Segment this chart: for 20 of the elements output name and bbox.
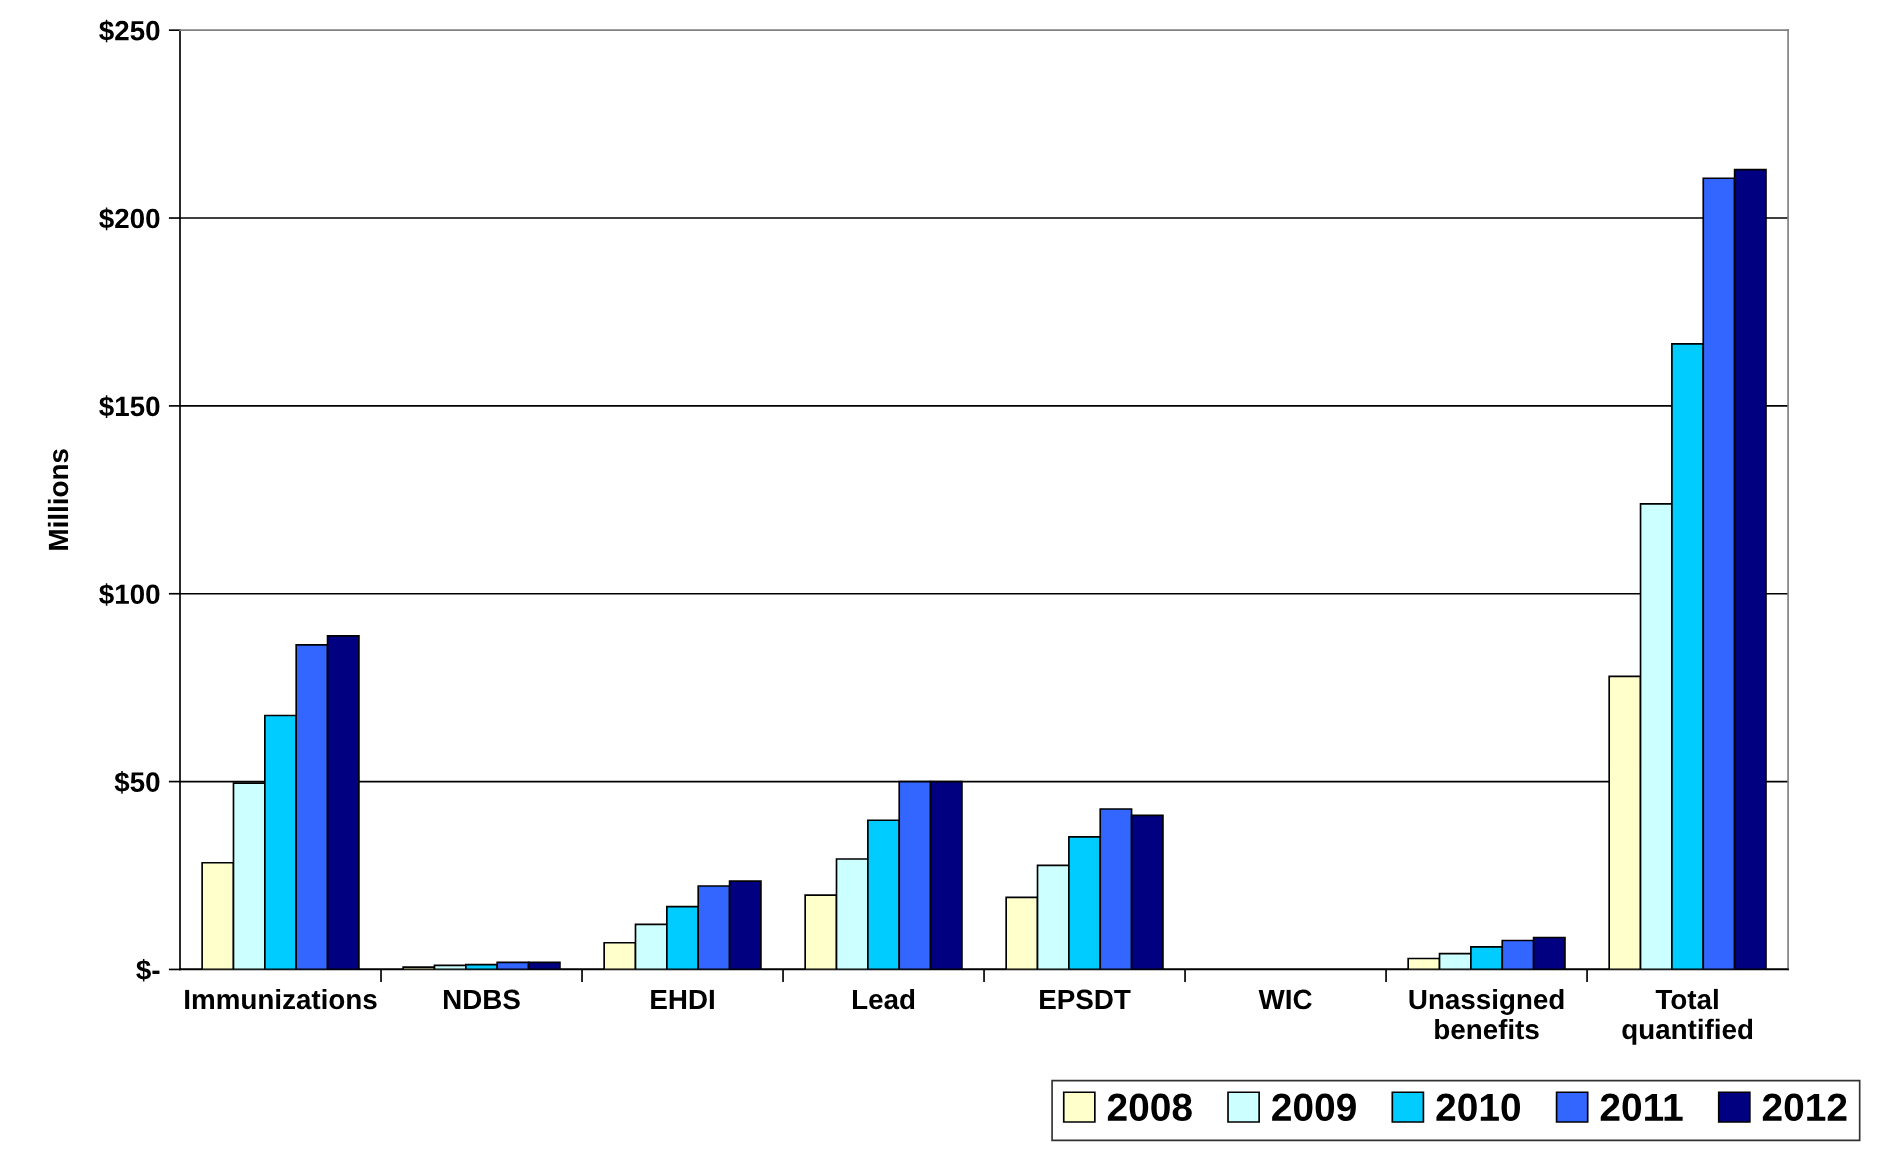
y-tick-label: $150 [99, 395, 160, 419]
y-tick-label: $50 [114, 771, 160, 794]
y-tick-label: $- [136, 958, 160, 982]
legend-label: 2010 [1436, 1093, 1520, 1122]
x-tick-label: WIC [1258, 989, 1312, 1010]
y-tick-label: $100 [99, 583, 160, 606]
legend-label: 2008 [1107, 1093, 1192, 1122]
legend-label: 2011 [1600, 1093, 1683, 1122]
legend-label: 2012 [1762, 1093, 1847, 1122]
x-tick-label: Total quantified [1622, 988, 1753, 1045]
x-tick-label: Lead [852, 988, 915, 1010]
x-tick-label: Immunizations [185, 988, 377, 1010]
x-tick-label: EPSDT [1040, 989, 1131, 1010]
y-tick-label: $200 [99, 207, 160, 231]
x-tick-label: EHDI [651, 989, 714, 1010]
y-tick-label: $250 [99, 19, 160, 43]
y-axis-title: Millions [47, 449, 69, 550]
x-tick-label: NDBS [444, 989, 520, 1010]
x-tick-label: Unassigned benefits [1409, 988, 1564, 1040]
legend-label: 2009 [1272, 1093, 1356, 1122]
